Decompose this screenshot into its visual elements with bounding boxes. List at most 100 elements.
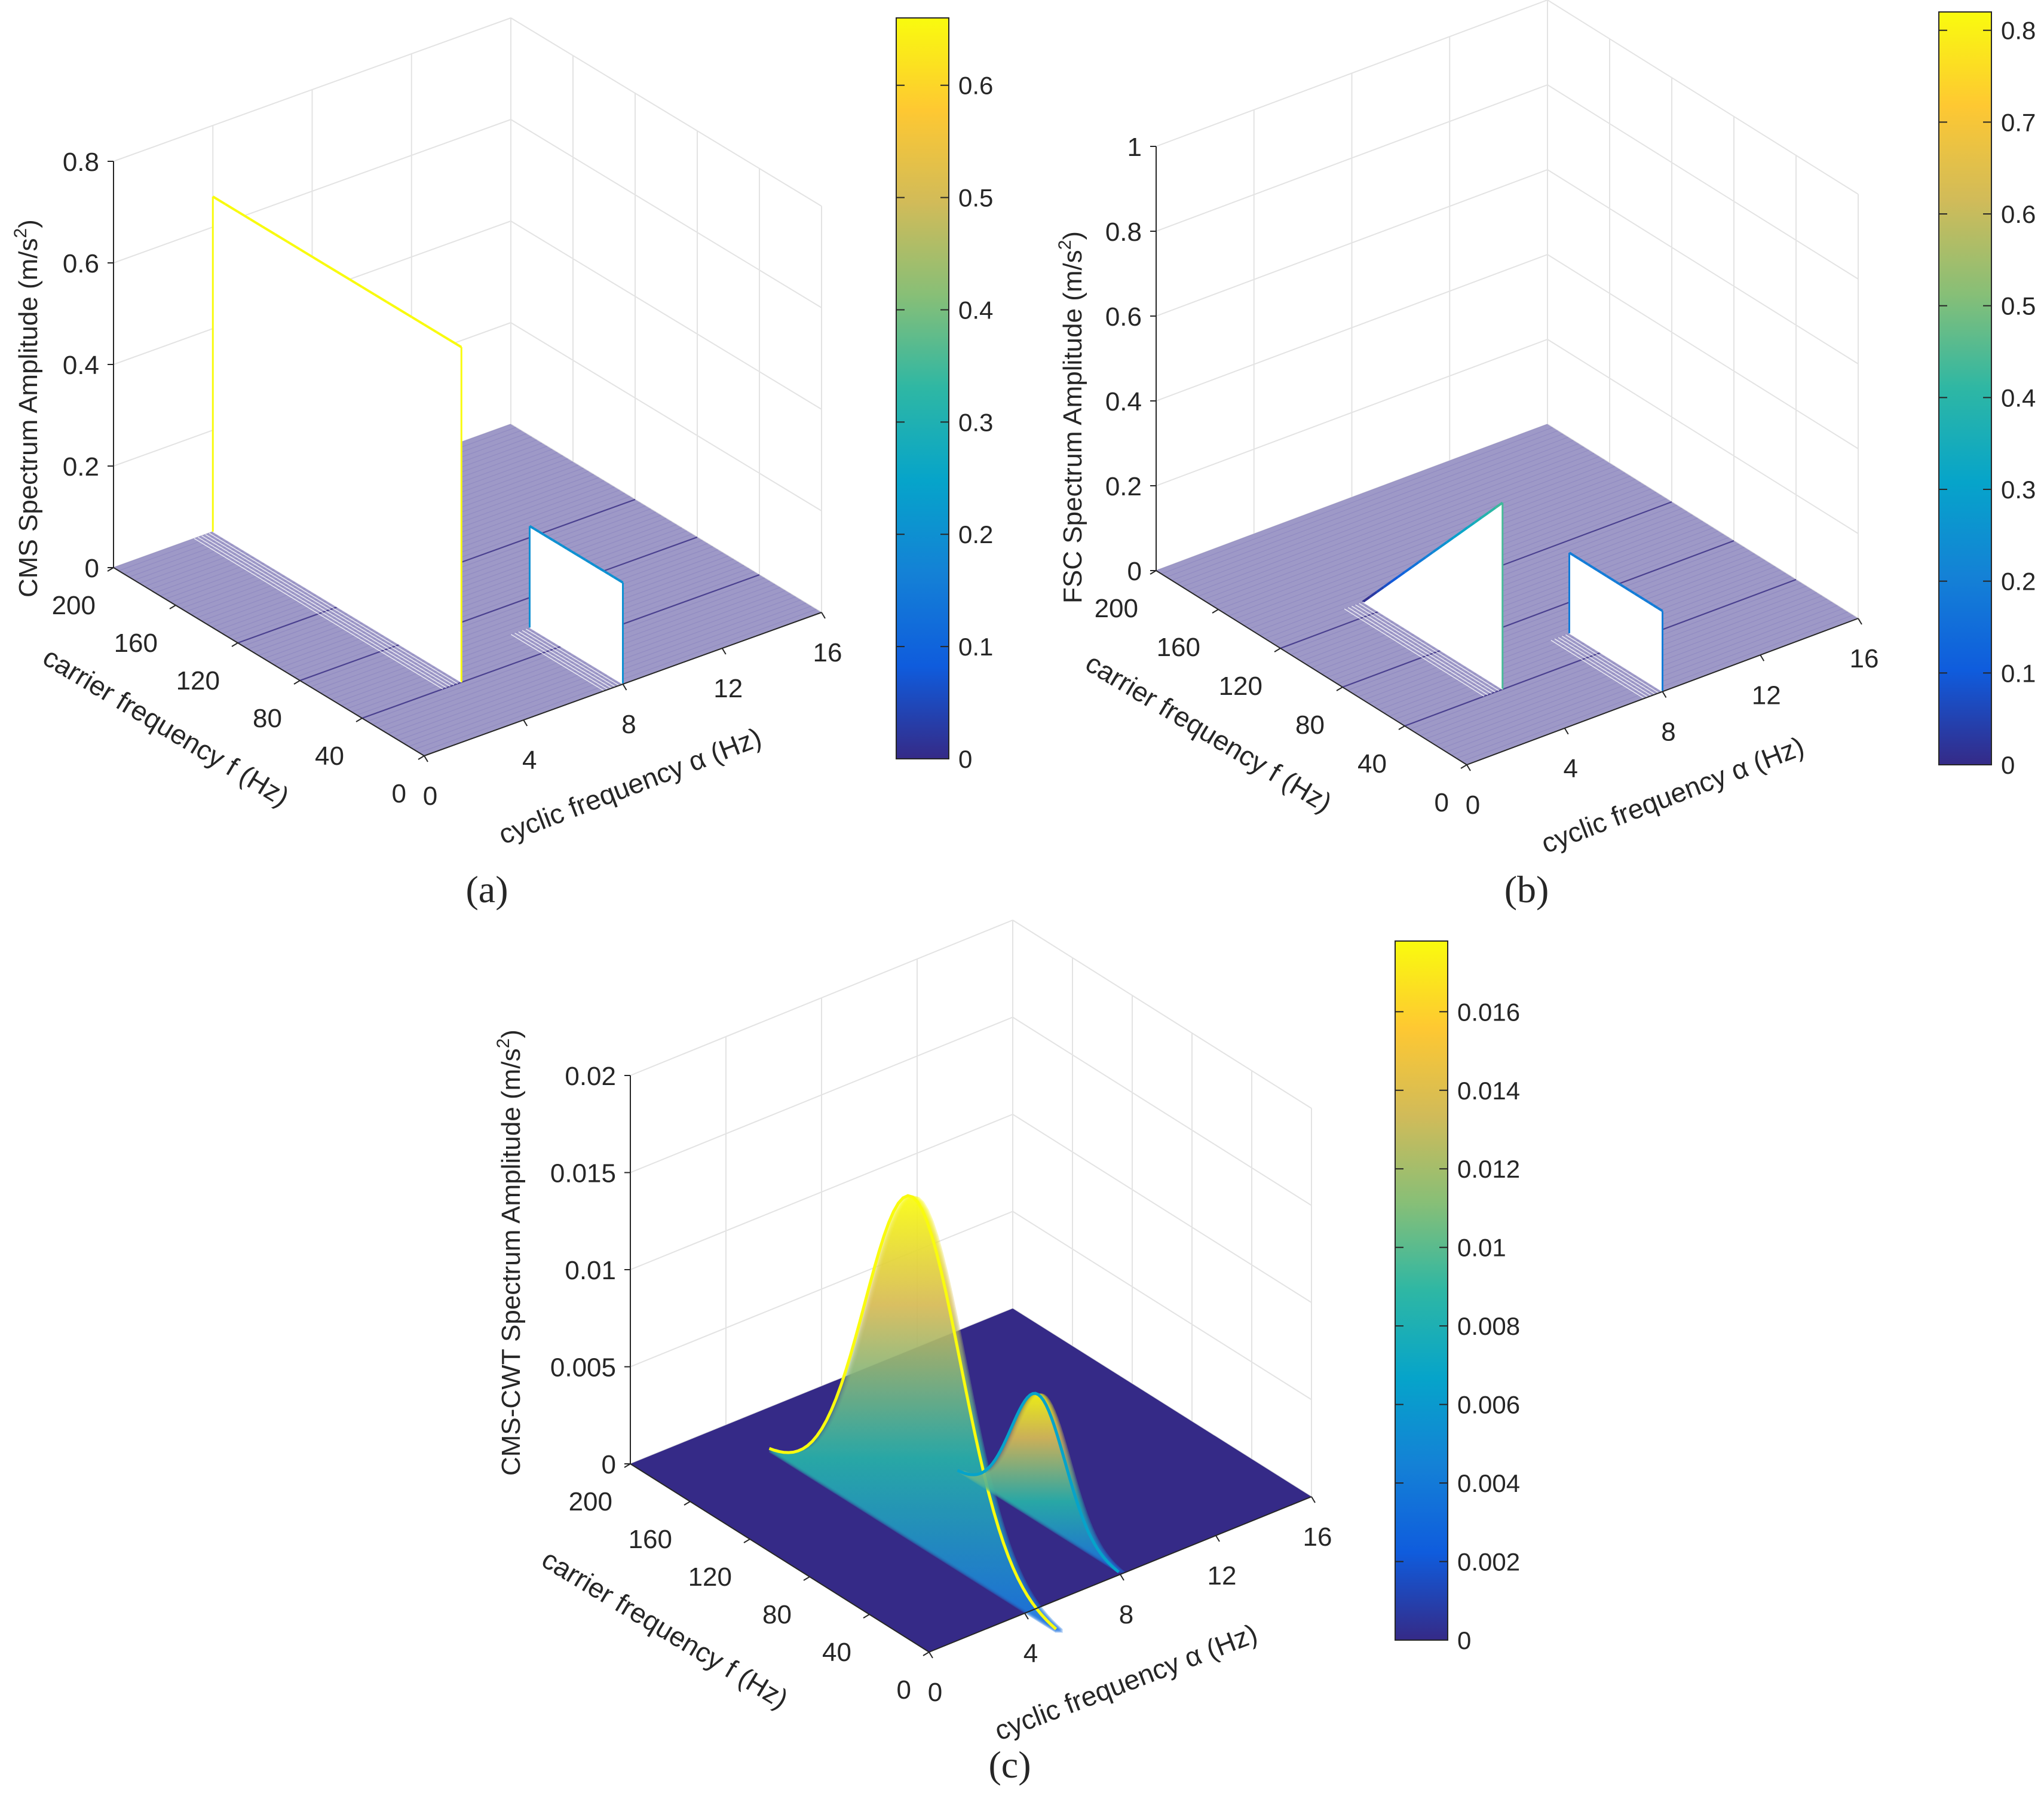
- panel-label: (a): [465, 868, 508, 911]
- surface-plot: [113, 195, 822, 756]
- surface-mesh-line: [1353, 547, 1745, 694]
- peak-top-edge: [1578, 557, 1584, 563]
- peak-top-edge: [1411, 561, 1420, 568]
- peak-top-edge: [1452, 531, 1461, 539]
- peak-top-edge: [589, 562, 596, 567]
- y-tick-label: 120: [688, 1562, 732, 1592]
- colorbar-tick-label: 0: [1457, 1626, 1471, 1654]
- peak-top-edge: [1657, 607, 1663, 612]
- peak-top-edge: [1375, 586, 1385, 593]
- surface-mesh-line: [1357, 550, 1750, 697]
- surface-mesh-line: [1223, 465, 1615, 613]
- colorbar-tick-label: 0.5: [958, 184, 993, 212]
- peak-base-line: [209, 532, 458, 684]
- peak-top-edge: [1473, 516, 1482, 524]
- x-tick: [1024, 1613, 1029, 1620]
- surface-mesh-line: [1326, 531, 1719, 678]
- peak-top-edge: [603, 570, 610, 575]
- z-axis-label-superscript: 2: [11, 228, 30, 238]
- y-tick-label: 160: [114, 629, 158, 658]
- colorbar-tick-label: 0.7: [2001, 108, 2036, 136]
- peak-ridge-0: [213, 197, 462, 682]
- surface-mesh-line: [320, 549, 718, 694]
- colorbar-tick-label: 0.4: [2001, 384, 2036, 412]
- colorbar-tick-label: 0.008: [1457, 1312, 1520, 1340]
- y-tick: [356, 718, 363, 722]
- z-axis-label-close: ): [14, 219, 43, 228]
- panel-label: (c): [988, 1743, 1031, 1786]
- peak-base-line: [197, 537, 447, 688]
- peak-base-line: [514, 632, 608, 690]
- y-tick-label: 80: [253, 704, 282, 733]
- peak-top-edge: [1596, 569, 1603, 574]
- grid-line: [1012, 1211, 1312, 1401]
- surface-mesh-line: [263, 514, 661, 659]
- peak-top-edge: [287, 240, 301, 250]
- z-tick-label: 0.015: [550, 1159, 616, 1188]
- x-tick-label: 16: [1303, 1522, 1332, 1552]
- peak-top-edge: [1629, 589, 1635, 595]
- y-tick: [803, 1576, 810, 1581]
- z-axis-label-text: CMS Spectrum Amplitude (m/s: [14, 238, 43, 598]
- y-tick: [1274, 648, 1281, 652]
- y-tick-label: 80: [762, 1600, 792, 1629]
- z-axis-label-close: ): [497, 1029, 526, 1038]
- z-tick-label: 0.8: [63, 148, 99, 177]
- x-tick-label: 12: [1752, 681, 1781, 710]
- z-axis-label-text: FSC Spectrum Amplitude (m/s: [1058, 250, 1087, 603]
- surface-mesh-line: [1192, 446, 1584, 594]
- y-tick: [1212, 609, 1219, 614]
- grid-line: [510, 322, 822, 511]
- peak-base-line: [510, 634, 605, 691]
- peak-top-edge: [373, 293, 388, 304]
- grid-line: [113, 119, 511, 263]
- z-tick-label: 0.2: [63, 452, 99, 482]
- peak-bump-crest: [957, 1392, 1120, 1573]
- x-tick-label: 16: [1850, 644, 1879, 673]
- peak-base-line: [1351, 605, 1492, 694]
- x-tick-label: 8: [1119, 1600, 1133, 1629]
- x-tick-label: 16: [813, 638, 842, 667]
- colorbar-tick-label: 0.4: [958, 296, 993, 324]
- y-axis-label: carrier frequency f (Hz): [537, 1543, 793, 1715]
- colorbar-tick-label: 0.016: [1457, 998, 1520, 1026]
- peak-base-line: [518, 631, 612, 689]
- peak-top-edge: [534, 528, 540, 533]
- peak-top-edge: [212, 195, 226, 206]
- peak-top-edge: [423, 323, 437, 333]
- x-axis-label: cyclic frequency α (Hz): [494, 721, 765, 850]
- peak-base-line: [1347, 607, 1488, 695]
- peak-base-line: [1554, 638, 1648, 698]
- surface-mesh-line: [1239, 476, 1631, 623]
- z-tick-label: 0.005: [550, 1353, 616, 1383]
- peak-top-edge: [538, 531, 544, 536]
- peak-top-edge: [1383, 581, 1392, 589]
- surface-mesh-line: [268, 517, 667, 663]
- x-tick: [1858, 618, 1862, 625]
- peak-top-edge: [580, 556, 587, 561]
- peak-top-edge: [1445, 536, 1455, 544]
- panel-c: 04812160408012016020000.0050.010.0150.02…: [494, 920, 1520, 1786]
- grid-line: [1547, 339, 1859, 534]
- peak-top-edge: [336, 271, 351, 281]
- peak-top-edge: [1390, 576, 1399, 583]
- y-axis-line: [630, 1463, 930, 1653]
- surface-mesh-line: [284, 527, 682, 672]
- peak-top-edge: [1439, 541, 1448, 548]
- grid-line: [630, 920, 1013, 1076]
- surface-mesh-line: [326, 552, 724, 697]
- y-tick: [863, 1614, 870, 1619]
- surface-seam: [1342, 540, 1735, 688]
- peak-top-edge: [1573, 554, 1580, 560]
- peak-base-line: [1558, 637, 1652, 697]
- grid-line: [1547, 169, 1859, 364]
- surface-mesh-line: [1322, 527, 1714, 675]
- grid-line: [1156, 254, 1548, 402]
- x-tick: [1311, 1496, 1316, 1503]
- colorbar-tick-label: 0.3: [2001, 476, 2036, 504]
- peak-top-edge: [225, 203, 238, 213]
- peak-top-edge: [1369, 591, 1378, 598]
- y-tick-label: 80: [1295, 710, 1325, 740]
